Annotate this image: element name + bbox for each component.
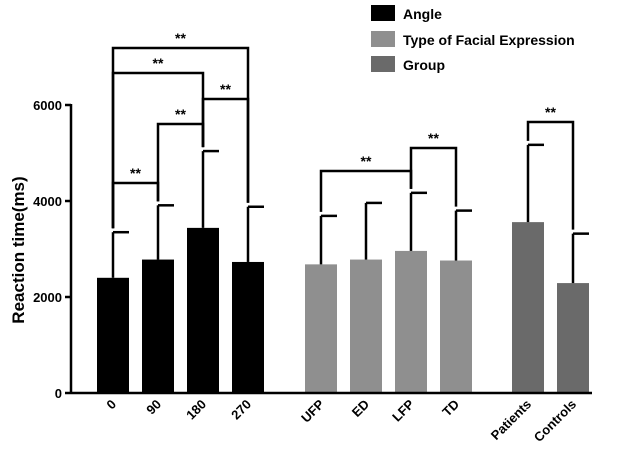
x-tick-label-ed: ED (349, 397, 372, 420)
significance-brackets: ** ** ** ** ** ** ** ** (111, 30, 575, 230)
error-bars (111, 143, 589, 284)
legend-swatch-angle (371, 5, 395, 21)
significance-bracket-0-90-label: ** (130, 165, 141, 181)
x-tick-label-patients: Patients (488, 397, 534, 443)
significance-bracket-180-270-label: ** (220, 81, 231, 97)
significance-bracket-90-180-label: ** (175, 106, 186, 122)
legend-label-angle: Angle (403, 6, 442, 22)
significance-bracket-lfp-td-label: ** (428, 130, 439, 146)
bars (97, 222, 589, 393)
x-tick-label-td: TD (439, 397, 462, 420)
bar-180 (187, 227, 219, 393)
bar-270 (232, 261, 264, 393)
x-tick-label-ufp: UFP (298, 396, 327, 425)
legend-swatch-group (371, 56, 395, 72)
bar-patients (512, 222, 544, 393)
bar-90 (142, 259, 174, 393)
significance-bracket-0-180-label: ** (153, 55, 164, 71)
significance-bracket-0-270-label: ** (175, 30, 186, 46)
legend-label-group: Group (403, 57, 445, 73)
significance-bracket-lfp-td (409, 146, 458, 207)
bar-ed (350, 259, 382, 393)
x-tick-label-270: 270 (228, 397, 254, 423)
x-tick-label-0: 0 (103, 397, 119, 413)
y-tick-label-4000: 4000 (33, 194, 62, 209)
y-tick-label-6000: 6000 (33, 98, 62, 113)
x-tick-label-180: 180 (183, 397, 209, 423)
y-tick-label-0: 0 (55, 386, 62, 401)
bar-lfp (395, 250, 427, 393)
significance-bracket-patients-controls-label: ** (545, 104, 556, 120)
y-axis-title: Reaction time(ms) (9, 176, 28, 323)
legend-label-type-of-facial-expression: Type of Facial Expression (403, 32, 575, 48)
bar-controls (557, 283, 589, 393)
y-tick-label-2000: 2000 (33, 290, 62, 305)
bar-td (440, 260, 472, 393)
legend: Angle Type of Facial Expression Group (371, 5, 575, 73)
legend-swatch-type-of-facial-expression (371, 31, 395, 47)
x-tick-label-controls: Controls (531, 397, 579, 445)
significance-bracket-0-90 (111, 181, 160, 229)
significance-bracket-90-180 (156, 122, 205, 202)
significance-bracket-0-270 (111, 46, 250, 229)
bar-ufp (305, 264, 337, 393)
significance-bracket-patients-controls (526, 120, 575, 230)
bar-0 (97, 277, 129, 393)
x-tick-label-90: 90 (143, 397, 164, 418)
x-tick-label-lfp: LFP (389, 396, 417, 424)
significance-bracket-ufp-lfp-label: ** (361, 153, 372, 169)
